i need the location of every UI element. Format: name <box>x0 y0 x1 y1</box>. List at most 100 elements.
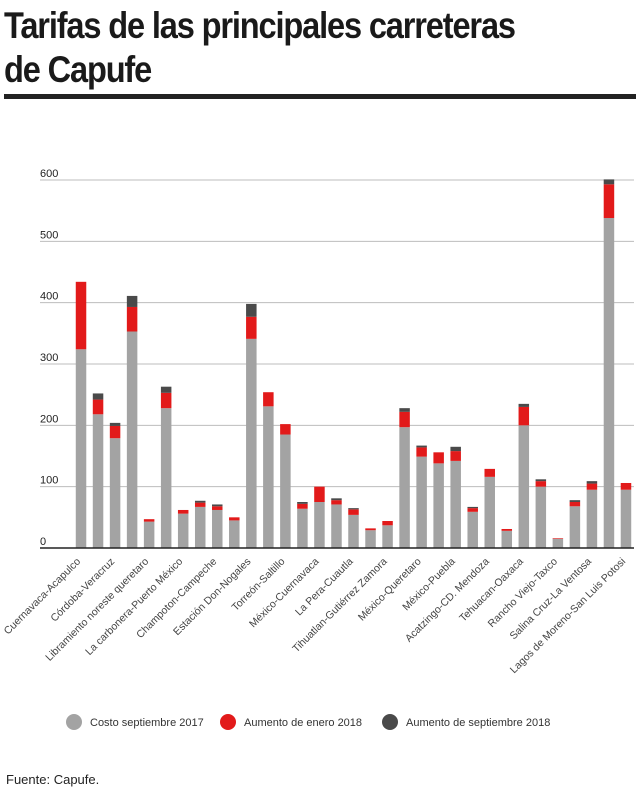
legend-label: Aumento de enero 2018 <box>244 717 362 729</box>
bar-segment <box>365 530 376 548</box>
bar-segment <box>586 481 598 484</box>
bar-segment <box>603 179 615 185</box>
y-tick-label: 0 <box>40 536 46 548</box>
bar-segment <box>399 427 410 548</box>
bar-segment <box>586 483 598 490</box>
y-tick-label: 100 <box>40 475 58 487</box>
bar-segment <box>160 392 172 409</box>
bar-segment <box>433 463 444 548</box>
bar-segment <box>246 316 257 339</box>
bar-segment <box>433 452 444 464</box>
bar-segment <box>126 331 138 548</box>
stacked-bar-chart: 0100200300400500600Cuernavaca-AcapulcoCó… <box>2 168 634 730</box>
bar-segment <box>194 500 206 503</box>
bar-segment <box>535 479 547 482</box>
x-tick-label: Tehuacan-Oaxaca <box>457 556 526 625</box>
bar-segment <box>212 506 223 510</box>
legend-marker <box>220 714 236 730</box>
bar-segment <box>484 476 495 548</box>
bar-segment <box>109 422 121 426</box>
bar-segment <box>92 414 104 548</box>
bar-segment <box>126 295 138 307</box>
y-tick-label: 200 <box>40 413 58 425</box>
bar-segment <box>246 338 257 548</box>
y-tick-label: 400 <box>40 291 58 303</box>
bar-segment <box>484 468 495 477</box>
bar-segment <box>331 500 342 505</box>
title-divider <box>4 94 636 99</box>
chart-title: Tarifas de las principales carreteras de… <box>4 5 516 90</box>
bar-segment <box>194 502 206 507</box>
bar-segment <box>416 456 427 548</box>
bar-segment <box>177 509 189 514</box>
bar-segment <box>382 521 393 526</box>
bar-segment <box>569 502 581 507</box>
bar-segment <box>75 349 87 548</box>
bar-segment <box>92 399 104 415</box>
bar-segment <box>280 424 291 435</box>
bar-segment <box>212 509 223 548</box>
bar-segment <box>535 481 547 487</box>
bar-segment <box>399 408 410 412</box>
bar-segment <box>314 486 325 502</box>
bar-segment <box>620 482 632 490</box>
bar-segment <box>263 392 274 407</box>
x-tick-label: México-Queretaro <box>356 556 424 624</box>
bar-segment <box>450 451 461 461</box>
bar-segment <box>177 513 189 548</box>
bar-segment <box>501 528 513 531</box>
bar-segment <box>297 503 308 509</box>
bar-segment <box>229 517 240 521</box>
bar-segment <box>92 393 104 400</box>
bar-segment <box>586 489 598 548</box>
bar-segment <box>194 506 206 548</box>
bar-segment <box>501 530 513 548</box>
bar-segment <box>297 502 308 504</box>
bar-segment <box>603 184 615 219</box>
source-note: Fuente: Capufe. <box>6 772 100 787</box>
bar-segment <box>348 514 359 548</box>
bar-segment <box>143 519 155 522</box>
bar-segment <box>416 445 427 448</box>
bar-segment <box>109 438 121 548</box>
bar-segment <box>246 303 257 317</box>
bar-segment <box>467 511 478 548</box>
bar-segment <box>518 406 530 426</box>
bar-segment <box>416 447 427 457</box>
bar-segment <box>552 538 564 539</box>
bar-segment <box>314 502 325 548</box>
bar-segment <box>603 218 615 548</box>
bar-segment <box>160 386 172 393</box>
y-tick-label: 300 <box>40 352 58 364</box>
bar-segment <box>212 504 223 507</box>
bar-segment <box>126 306 138 332</box>
y-tick-label: 600 <box>40 168 58 180</box>
x-tick-label: Córdoba-Veracruz <box>48 556 117 625</box>
legend-label: Costo septiembre 2017 <box>90 717 204 729</box>
bar-segment <box>109 425 121 439</box>
bar-segment <box>569 500 581 502</box>
bar-segment <box>160 408 172 548</box>
bar-segment <box>467 506 478 509</box>
bar-segment <box>382 525 393 548</box>
y-tick-label: 500 <box>40 229 58 241</box>
bar-segment <box>280 434 291 548</box>
bar-segment <box>348 508 359 510</box>
bar-segment <box>365 528 376 531</box>
bar-segment <box>569 506 581 548</box>
bar-segment <box>331 498 342 501</box>
bar-segment <box>518 425 530 548</box>
legend-marker <box>66 714 82 730</box>
bar-segment <box>263 406 274 548</box>
bar-segment <box>450 446 461 452</box>
bar-segment <box>535 486 547 548</box>
bar-segment <box>467 508 478 512</box>
bar-segment <box>331 504 342 548</box>
legend-marker <box>382 714 398 730</box>
bar-segment <box>143 521 155 548</box>
bar-segment <box>450 460 461 548</box>
bar-segment <box>229 520 240 548</box>
bar-segment <box>518 403 530 407</box>
bar-segment <box>552 538 564 548</box>
bar-segment <box>399 411 410 428</box>
